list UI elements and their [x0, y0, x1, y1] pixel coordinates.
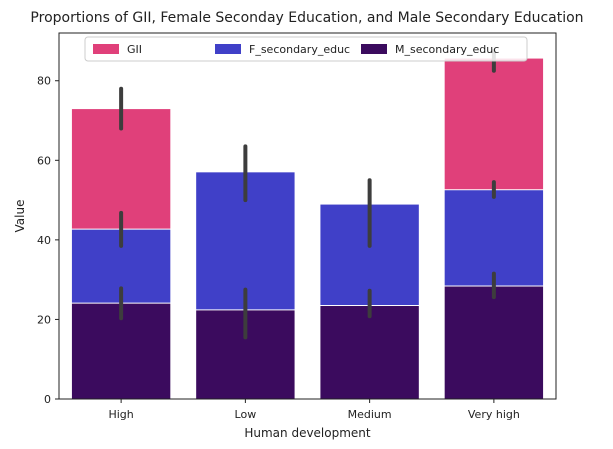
chart-title: Proportions of GII, Female Seconday Educ… — [30, 10, 583, 26]
plot-area-frame — [58, 32, 557, 400]
x-tick-label: Very high — [468, 408, 520, 421]
legend-swatch-GII — [93, 44, 119, 54]
y-tick-label: 60 — [37, 154, 51, 167]
legend-label-M_secondary_educ: M_secondary_educ — [395, 43, 499, 56]
legend-label-GII: GII — [127, 43, 142, 56]
y-axis: 0 20 40 60 80 — [37, 75, 59, 406]
x-axis: High Low Medium Very high — [108, 399, 520, 421]
y-tick-label: 20 — [37, 313, 51, 326]
y-axis-label: Value — [13, 200, 27, 233]
bar-M_secondary_educ-Medium — [319, 305, 420, 400]
legend-box — [84, 36, 528, 62]
y-tick-label: 0 — [44, 393, 51, 406]
legend-label-F_secondary_educ: F_secondary_educ — [249, 43, 350, 56]
bar-M_secondary_educ-Very high — [443, 285, 545, 400]
error-bars-layer — [119, 48, 496, 340]
bars-layer — [70, 57, 545, 400]
x-axis-label: Human development — [244, 426, 371, 440]
legend-swatch-F_secondary_educ — [215, 44, 241, 54]
y-tick-label: 40 — [37, 234, 51, 247]
legend: GII F_secondary_educ M_secondary_educ — [84, 36, 528, 62]
y-tick-label: 80 — [37, 75, 51, 88]
x-tick-label: Medium — [348, 408, 392, 421]
x-tick-label: High — [108, 408, 133, 421]
x-tick-label: Low — [235, 408, 257, 421]
legend-swatch-M_secondary_educ — [361, 44, 387, 54]
